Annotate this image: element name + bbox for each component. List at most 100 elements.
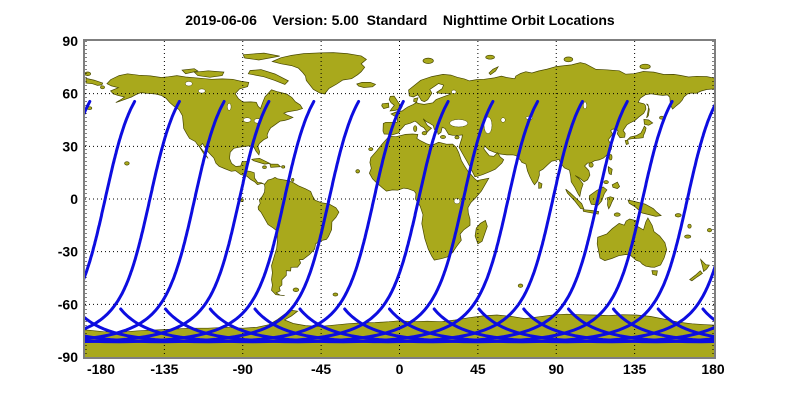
- orbit-track: [793, 309, 800, 337]
- lake: [185, 81, 193, 87]
- x-tick-label: -45: [311, 361, 331, 377]
- orbit-track: [85, 100, 271, 344]
- landmass-tasmania: [651, 270, 658, 276]
- landmass-kyushu_shikoku: [624, 139, 629, 145]
- landmass-sumatra: [565, 188, 585, 210]
- orbit-track: [85, 100, 181, 331]
- gridlines-layer: [85, 41, 714, 357]
- lake: [198, 88, 206, 94]
- island: [454, 135, 460, 140]
- orbit-track: [85, 100, 226, 341]
- lake: [227, 102, 232, 111]
- lake: [449, 119, 469, 128]
- island: [422, 57, 434, 64]
- island: [687, 223, 692, 229]
- landmass-chukotka_west_edge: [85, 77, 104, 86]
- landmass-hokkaido: [643, 118, 654, 126]
- orbit-track: [208, 100, 540, 344]
- landmass-cuba: [250, 157, 272, 165]
- landmass-greenland: [271, 52, 367, 95]
- landmass-ireland: [381, 102, 390, 110]
- island: [639, 63, 651, 70]
- x-tick-label: -135: [150, 361, 178, 377]
- island: [85, 71, 92, 76]
- island: [421, 131, 428, 136]
- x-tick-label: 45: [470, 361, 486, 377]
- island: [100, 85, 105, 90]
- landmass-north_america: [106, 73, 304, 185]
- orbit-track: [522, 307, 714, 344]
- landmass-sri_lanka: [538, 181, 543, 189]
- landmass-new_guinea: [627, 199, 662, 217]
- island: [368, 147, 374, 151]
- island: [603, 180, 609, 184]
- y-tick-label: 90: [62, 33, 78, 49]
- landmass-hispaniola: [269, 163, 282, 168]
- lake: [453, 198, 461, 205]
- orbit-track: [343, 100, 674, 344]
- x-tick-label: -90: [233, 361, 253, 377]
- landmass-banks_island: [181, 68, 199, 75]
- island: [684, 234, 692, 239]
- island: [281, 165, 286, 169]
- x-tick-label: -180: [87, 361, 115, 377]
- landmass-south_america: [257, 177, 340, 296]
- y-tick-label: -30: [58, 244, 78, 260]
- island: [124, 161, 130, 166]
- orbit-track: [85, 100, 361, 344]
- landmass-sulawesi: [606, 196, 615, 210]
- y-tick-label: 60: [62, 86, 78, 102]
- axis-labels: -180 -135 -90 -45 0 45 90 135 180 90 60 30 0 -30 -60 -9…: [58, 33, 725, 377]
- landmass-honshu: [626, 125, 647, 141]
- x-tick-label: 180: [701, 361, 725, 377]
- landmass-nz_north: [699, 258, 710, 273]
- island: [608, 154, 613, 161]
- y-tick-label: -90: [58, 349, 78, 365]
- orbit-track: [656, 307, 714, 339]
- orbit-track: [701, 307, 714, 322]
- island: [563, 56, 574, 63]
- island: [291, 178, 295, 182]
- island: [517, 283, 524, 288]
- y-tick-label: 30: [62, 138, 78, 154]
- landmass-victoria_island: [193, 70, 225, 78]
- landmass-nz_south: [689, 270, 703, 282]
- island: [674, 213, 682, 218]
- island: [440, 135, 446, 139]
- orbit-track: [388, 103, 714, 344]
- island: [588, 162, 594, 168]
- island: [332, 292, 339, 297]
- landmass-novaya_zemlya: [488, 65, 499, 76]
- landmass-eurasia: [382, 62, 714, 198]
- island: [485, 54, 495, 60]
- x-tick-label: 90: [549, 361, 565, 377]
- orbit-track: [432, 265, 714, 344]
- orbit-track: [748, 309, 800, 341]
- x-tick-label: 0: [396, 361, 404, 377]
- island: [292, 287, 300, 292]
- orbit-track: [477, 307, 714, 344]
- landmass-luzon: [607, 166, 613, 176]
- landmass-baffin: [247, 69, 289, 85]
- y-tick-label: -60: [58, 296, 78, 312]
- landmass-madagascar: [474, 219, 488, 245]
- orbit-track: [164, 100, 495, 344]
- orbit-track: [298, 100, 629, 344]
- lakes-layer: [185, 81, 587, 205]
- lake: [500, 117, 506, 123]
- orbit-track: [85, 100, 137, 280]
- plot-area: [0, 41, 800, 357]
- plot-frame: [83, 39, 716, 359]
- landmass-sakhalin: [646, 103, 650, 119]
- landmass-iceland: [356, 81, 377, 88]
- orbit-track: [0, 102, 45, 332]
- island: [413, 125, 418, 132]
- y-tick-label: 0: [70, 191, 78, 207]
- lake: [583, 101, 587, 110]
- orbit-track: [567, 307, 714, 344]
- x-tick-label: 135: [623, 361, 647, 377]
- island: [262, 165, 267, 169]
- island: [707, 228, 712, 233]
